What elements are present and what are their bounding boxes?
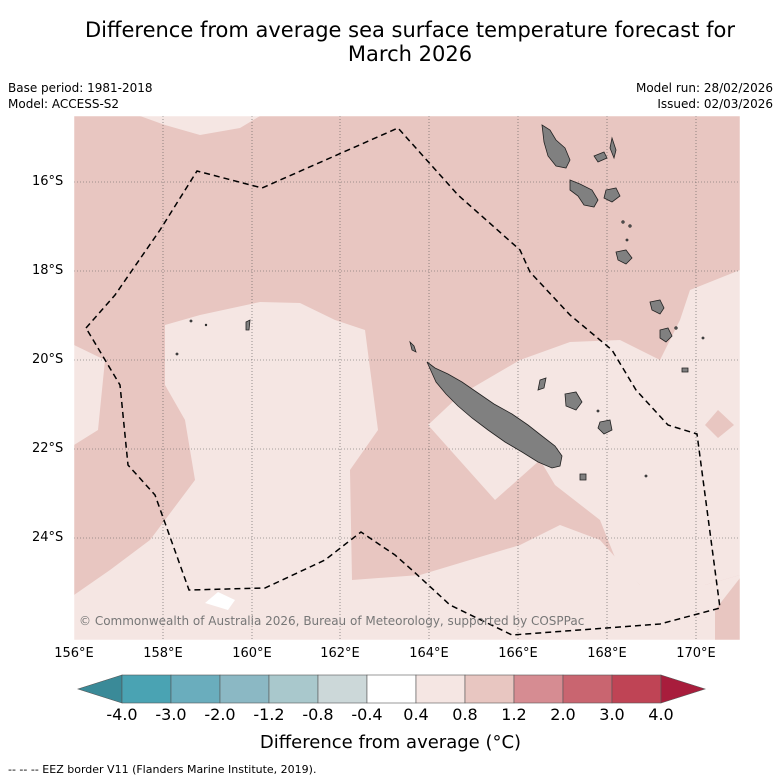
cbar-seg-9 [513, 674, 564, 704]
cbar-seg-11 [611, 674, 662, 704]
loyalty-lifou [564, 391, 583, 411]
islet-2 [701, 336, 705, 340]
cbar-tick-2: -3.0 [155, 705, 187, 724]
islet-10 [204, 323, 208, 327]
lon-label-168e: 168°E [587, 646, 627, 661]
light-region-top [74, 116, 260, 135]
copyright-notice: © Commonwealth of Australia 2026, Bureau… [79, 614, 585, 628]
colorbar [77, 674, 706, 704]
cbar-seg-7 [415, 674, 466, 704]
graticule [74, 116, 740, 640]
lon-label-170e: 170°E [676, 646, 716, 661]
grande-terre [426, 361, 563, 469]
cbar-extend-low [77, 674, 123, 704]
cbar-tick-7: 0.4 [403, 705, 429, 724]
vanuatu-efate [603, 187, 621, 203]
islet-1 [674, 326, 678, 330]
cbar-tick-5: -0.8 [302, 705, 334, 724]
cbar-seg-10 [562, 674, 613, 704]
model-run: Model run: 28/02/2026 [635, 81, 773, 95]
cbar-seg-4 [268, 674, 319, 704]
cbar-tick-3: -2.0 [204, 705, 236, 724]
cbar-tick-9: 1.2 [501, 705, 527, 724]
chart-title: Difference from average sea surface temp… [85, 18, 735, 66]
light-region-east [428, 270, 740, 585]
cbar-extend-high [660, 674, 706, 704]
islet-8 [175, 352, 179, 356]
issued-date: Issued: 02/03/2026 [657, 97, 773, 111]
lat-label-20s: 20°S [32, 352, 64, 367]
cbar-seg-1 [121, 674, 172, 704]
lat-label-22s: 22°S [32, 441, 64, 456]
cbar-seg-2 [170, 674, 221, 704]
light-region-west [74, 302, 740, 640]
vanuatu-ambae [593, 151, 608, 163]
isle-of-pines [579, 473, 587, 481]
lon-label-164e: 164°E [409, 646, 449, 661]
cbar-tick-4: -1.2 [253, 705, 285, 724]
warm-patch-east [705, 410, 734, 438]
cbar-tick-12: 4.0 [648, 705, 674, 724]
lat-label-18s: 18°S [32, 263, 64, 278]
loyalty-ouvea [537, 377, 547, 391]
land-masses [175, 124, 705, 481]
cbar-tick-10: 2.0 [550, 705, 576, 724]
islet-9 [189, 319, 193, 323]
cbar-tick-6: -0.4 [351, 705, 383, 724]
cbar-tick-11: 3.0 [599, 705, 625, 724]
meta-left: Base period: 1981-2018 Model: ACCESS-S2 [8, 80, 153, 112]
lon-label-158e: 158°E [143, 646, 183, 661]
lon-label-156e: 156°E [54, 646, 94, 661]
warm-patch-se [715, 578, 740, 640]
islet-6 [596, 409, 600, 413]
vanuatu-espiritu [541, 124, 571, 169]
islet-7 [644, 474, 648, 478]
light-region-leftedge [74, 345, 105, 445]
vanuatu-aneityum [659, 327, 673, 343]
cbar-tick-1: -4.0 [106, 705, 138, 724]
vanuatu-tanna [615, 249, 633, 265]
meta-right: Model run: 28/02/2026 Issued: 02/03/2026 [636, 80, 773, 112]
cbar-tick-8: 0.8 [452, 705, 478, 724]
cbar-seg-5 [317, 674, 368, 704]
lon-label-160e: 160°E [232, 646, 272, 661]
lon-label-162e: 162°E [320, 646, 360, 661]
matthew-island [681, 367, 689, 373]
islet-3 [621, 220, 625, 224]
lat-label-16s: 16°S [32, 174, 64, 189]
base-period: Base period: 1981-2018 [8, 81, 153, 95]
cbar-seg-3 [219, 674, 270, 704]
vanuatu-erromango [649, 299, 665, 315]
model-name: Model: ACCESS-S2 [8, 97, 120, 111]
islet-5 [625, 238, 629, 242]
belep [409, 340, 417, 353]
eez-footnote: -- -- -- EEZ border V11 (Flanders Marine… [8, 763, 317, 776]
lat-label-24s: 24°S [32, 530, 64, 545]
cbar-seg-6 [366, 674, 417, 704]
eez-border [85, 127, 721, 636]
islet-4 [628, 224, 632, 228]
loyalty-mare [597, 419, 613, 435]
vanuatu-north [609, 136, 617, 160]
chesterfield [245, 319, 251, 331]
colorbar-label: Difference from average (°C) [259, 732, 522, 753]
lon-label-166e: 166°E [498, 646, 538, 661]
vanuatu-malekula [569, 179, 599, 208]
white-patch [205, 592, 235, 610]
cbar-seg-8 [464, 674, 515, 704]
